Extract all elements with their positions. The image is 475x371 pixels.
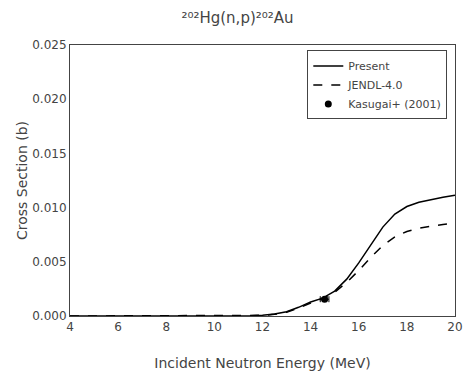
svg-text:10: 10: [207, 320, 222, 334]
svg-text:0.010: 0.010: [32, 201, 66, 215]
svg-text:18: 18: [399, 320, 414, 334]
svg-text:4: 4: [66, 320, 74, 334]
svg-text:Incident Neutron Energy (MeV): Incident Neutron Energy (MeV): [154, 355, 370, 371]
svg-text:20: 20: [447, 320, 462, 334]
svg-text:Cross Section (b): Cross Section (b): [14, 121, 30, 240]
svg-text:Kasugai+ (2001): Kasugai+ (2001): [348, 98, 441, 111]
svg-text:0.020: 0.020: [32, 92, 66, 106]
svg-text:²⁰²Hg(n,p)²⁰²Au: ²⁰²Hg(n,p)²⁰²Au: [181, 9, 293, 27]
svg-text:0.000: 0.000: [32, 309, 66, 323]
svg-text:0.015: 0.015: [32, 147, 66, 161]
svg-text:16: 16: [351, 320, 366, 334]
svg-text:0.005: 0.005: [32, 255, 66, 269]
svg-text:12: 12: [255, 320, 270, 334]
svg-text:Present: Present: [348, 60, 390, 73]
svg-text:6: 6: [114, 320, 122, 334]
svg-text:0.025: 0.025: [32, 38, 66, 52]
svg-text:JENDL-4.0: JENDL-4.0: [347, 79, 402, 92]
svg-text:8: 8: [162, 320, 170, 334]
svg-text:14: 14: [303, 320, 318, 334]
